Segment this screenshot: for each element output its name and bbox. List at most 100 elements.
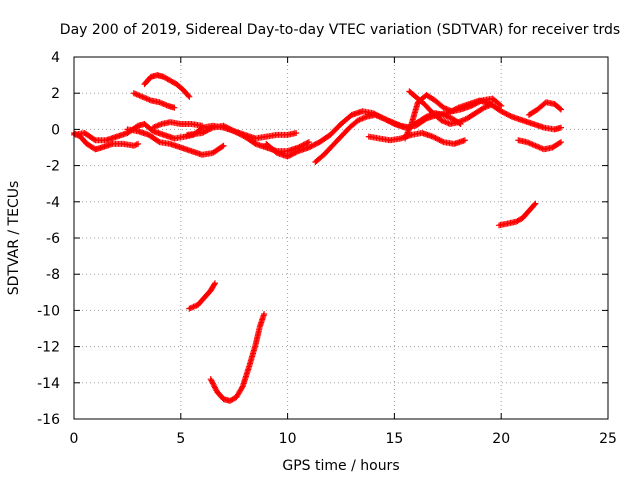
data-point xyxy=(223,124,230,131)
data-point xyxy=(199,122,206,129)
data-point xyxy=(474,99,481,106)
data-point xyxy=(293,148,300,155)
data-point xyxy=(312,141,319,148)
y-tick-label: 2 xyxy=(51,86,60,102)
data-point xyxy=(287,152,294,159)
data-point xyxy=(186,93,193,100)
data-point xyxy=(432,134,439,141)
chart-title: Day 200 of 2019, Sidereal Day-to-day VTE… xyxy=(60,22,620,38)
x-tick-label: 20 xyxy=(492,431,510,447)
series-arc-14 xyxy=(141,72,193,100)
data-point xyxy=(309,142,316,149)
data-point xyxy=(211,281,218,288)
data-point xyxy=(91,136,98,143)
data-point xyxy=(558,106,565,113)
data-point xyxy=(503,111,510,118)
series-arc-12 xyxy=(525,99,565,118)
series-arc-5 xyxy=(150,119,206,131)
data-point xyxy=(236,130,243,137)
data-point xyxy=(220,122,227,129)
data-point xyxy=(422,114,429,121)
data-point xyxy=(220,142,227,149)
data-point xyxy=(224,124,231,131)
y-tick-label: 0 xyxy=(51,122,60,138)
series-arc-16 xyxy=(207,311,268,404)
data-point xyxy=(507,113,514,120)
data-point xyxy=(506,112,513,119)
y-tick-label: -12 xyxy=(37,340,60,356)
data-point xyxy=(469,102,476,109)
data-point xyxy=(531,201,538,208)
x-tick-label: 0 xyxy=(70,431,79,447)
data-point xyxy=(229,127,236,134)
data-point xyxy=(135,140,142,147)
grid-lines xyxy=(74,57,608,419)
data-points xyxy=(71,72,565,404)
data-point xyxy=(496,101,503,108)
data-point xyxy=(239,132,246,139)
data-point xyxy=(473,100,480,107)
data-point xyxy=(261,311,268,318)
data-point xyxy=(227,126,234,133)
data-point xyxy=(532,200,539,207)
data-point xyxy=(285,152,292,159)
data-point xyxy=(238,384,245,391)
data-point xyxy=(556,139,563,146)
data-point xyxy=(311,141,318,148)
data-point xyxy=(288,151,295,158)
data-point xyxy=(558,124,565,131)
data-point xyxy=(199,130,206,137)
data-point xyxy=(472,100,479,107)
data-point xyxy=(225,125,232,132)
data-point xyxy=(289,150,296,157)
data-point xyxy=(470,101,477,108)
data-point xyxy=(431,134,438,141)
data-point xyxy=(219,143,226,150)
series-arc-13 xyxy=(130,90,178,111)
data-point xyxy=(556,105,563,112)
data-point xyxy=(504,111,511,118)
series-arc-11 xyxy=(515,137,565,153)
data-point xyxy=(479,105,486,112)
data-point xyxy=(468,102,475,109)
data-point xyxy=(237,131,244,138)
series-arc-3 xyxy=(124,126,227,158)
data-point xyxy=(305,139,312,146)
data-point xyxy=(308,143,315,150)
data-point xyxy=(171,104,178,111)
data-point xyxy=(207,125,214,132)
data-point xyxy=(313,140,320,147)
series-arc-9 xyxy=(402,92,505,142)
data-point xyxy=(203,127,210,134)
data-point xyxy=(433,135,440,142)
data-point xyxy=(211,280,218,287)
data-point xyxy=(292,149,299,156)
data-point xyxy=(304,139,311,146)
y-tick-label: -6 xyxy=(46,231,60,247)
data-point xyxy=(500,109,507,116)
data-point xyxy=(201,128,208,135)
data-point xyxy=(439,138,446,145)
data-point xyxy=(558,139,565,146)
y-tick-label: 4 xyxy=(51,50,60,66)
data-point xyxy=(502,110,509,117)
data-point xyxy=(208,125,215,132)
x-tick-label: 15 xyxy=(385,431,403,447)
data-point xyxy=(155,138,162,145)
data-point xyxy=(498,102,505,109)
data-point xyxy=(235,130,242,137)
y-tick-label: -14 xyxy=(37,376,60,392)
data-point xyxy=(435,136,442,143)
data-point xyxy=(205,126,212,133)
series-arc-17 xyxy=(496,200,539,229)
x-axis-label: GPS time / hours xyxy=(282,458,399,474)
x-tick-label: 5 xyxy=(176,431,185,447)
data-point xyxy=(221,123,228,130)
data-point xyxy=(477,98,484,105)
data-point xyxy=(284,153,291,160)
y-tick-label: -2 xyxy=(46,159,60,175)
data-point xyxy=(437,137,444,144)
y-tick-label: -10 xyxy=(37,303,60,319)
